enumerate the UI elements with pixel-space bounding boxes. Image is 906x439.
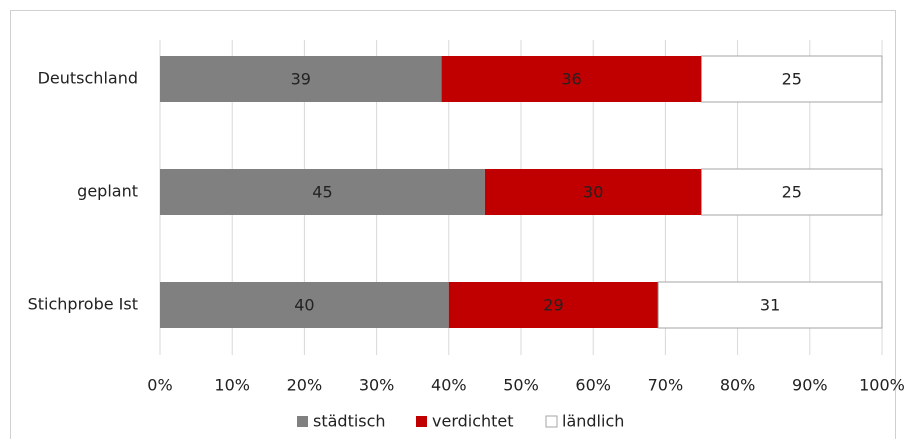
x-tick-label: 0%: [147, 376, 172, 395]
x-tick-label: 50%: [503, 376, 539, 395]
y-tick-label: geplant: [77, 182, 138, 201]
x-tick-label: 80%: [720, 376, 756, 395]
legend-swatch: [545, 415, 558, 428]
data-label: 39: [291, 70, 311, 89]
bar-segment: [448, 282, 659, 328]
legend-swatch: [297, 416, 308, 427]
bar-segment: [701, 55, 883, 103]
bar-segment: [657, 281, 883, 329]
data-label: 25: [782, 70, 802, 89]
x-tick-label: 40%: [431, 376, 467, 395]
x-tick-label: 90%: [792, 376, 828, 395]
data-label: 25: [782, 183, 802, 202]
x-tick-label: 100%: [859, 376, 905, 395]
x-tick-label: 20%: [287, 376, 323, 395]
chart-frame: [10, 10, 896, 439]
legend-label: verdichtet: [432, 412, 514, 431]
y-tick-label: Stichprobe Ist: [28, 295, 138, 314]
x-tick-label: 30%: [359, 376, 395, 395]
bar-segment: [160, 169, 485, 215]
bar-segment: [441, 56, 702, 102]
x-tick-label: 60%: [575, 376, 611, 395]
legend-swatch: [416, 416, 427, 427]
legend-label: ländlich: [562, 412, 624, 431]
x-tick-label: 70%: [648, 376, 684, 395]
data-label: 36: [561, 70, 581, 89]
bar-segment: [160, 56, 442, 102]
data-label: 40: [294, 296, 314, 315]
bar-segment: [484, 169, 702, 215]
bar-segment: [160, 282, 449, 328]
legend-label: städtisch: [313, 412, 386, 431]
data-label: 45: [312, 183, 332, 202]
bar-segment: [701, 168, 883, 216]
data-label: 30: [583, 183, 603, 202]
data-label: 29: [543, 296, 563, 315]
data-label: 31: [760, 296, 780, 315]
y-tick-label: Deutschland: [38, 69, 138, 88]
x-tick-label: 10%: [214, 376, 250, 395]
